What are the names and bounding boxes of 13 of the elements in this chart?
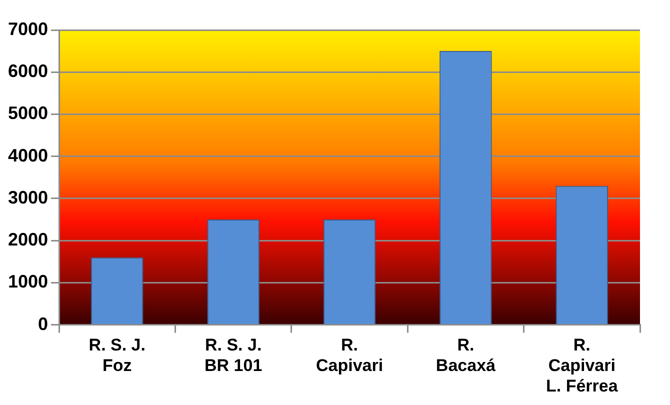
y-tick-label: 6000 [8,61,48,82]
x-tick-label: R. Capivari L. Férrea [546,336,618,396]
y-tick-label: 7000 [8,18,48,39]
y-tick-label: 0 [38,314,48,334]
x-tick-label: R. Capivari [316,336,384,376]
x-tick-label: R. S. J. BR 101 [204,336,262,376]
x-tick-label: R. Bacaxá [436,336,496,376]
y-tick-label: 2000 [8,230,48,250]
x-tick-label: R. S. J. Foz [88,336,146,376]
y-tick-label: 3000 [8,187,48,208]
y-tick-label: 1000 [8,272,48,292]
y-tick-label: 4000 [8,145,48,166]
y-tick-label: 5000 [8,103,48,124]
